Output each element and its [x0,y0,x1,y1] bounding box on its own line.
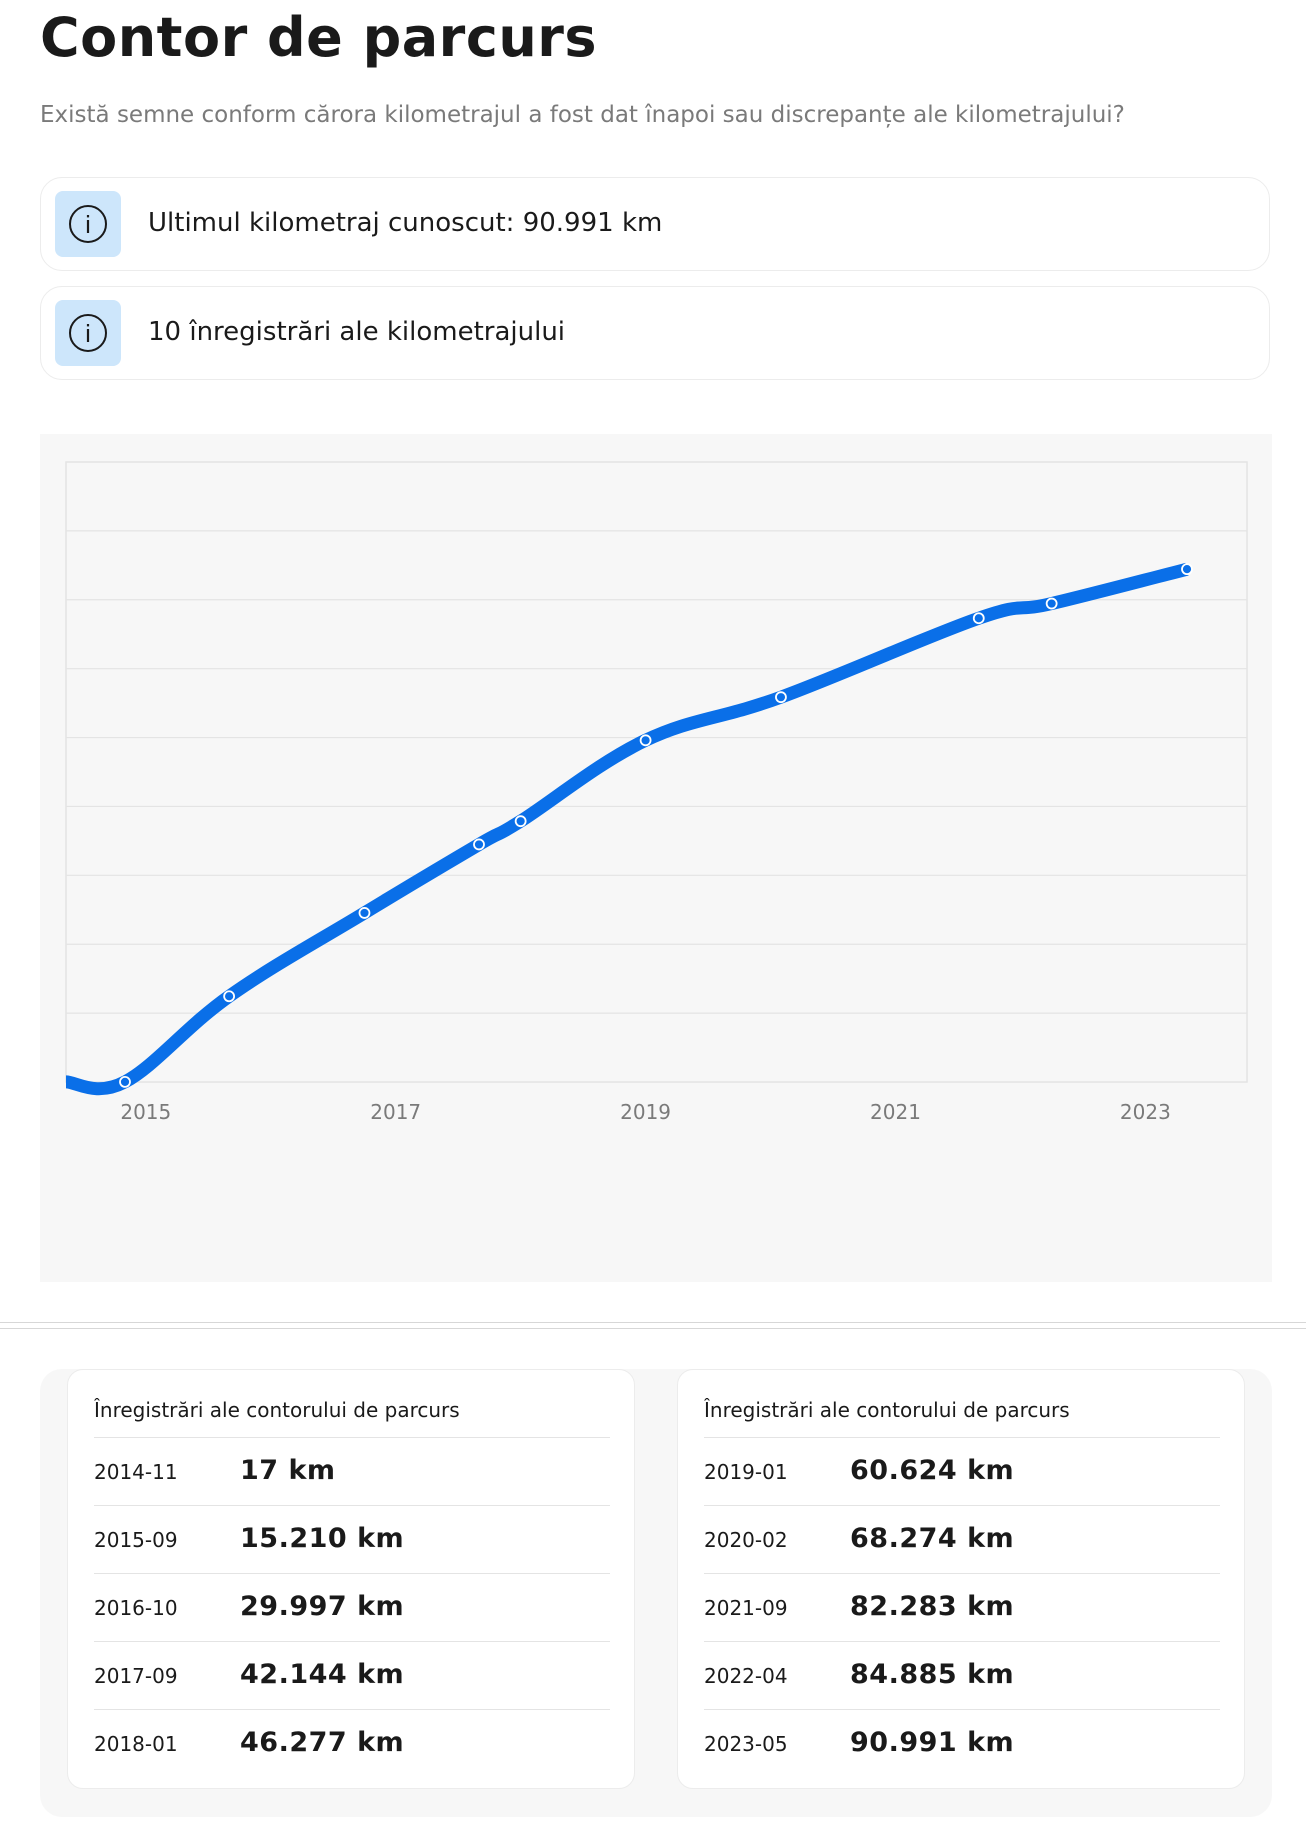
record-date: 2018-01 [94,1732,178,1756]
x-tick-label: 2015 [120,1100,171,1124]
table-row: 2023-05 90.991 km [704,1709,1220,1778]
record-km: 84.885 km [850,1659,1015,1690]
records-card-right: Înregistrări ale contorului de parcurs 2… [677,1369,1245,1789]
data-point[interactable] [1045,597,1058,610]
plot-frame [65,461,1248,1083]
data-point[interactable] [972,612,985,625]
x-tick-label: 2019 [620,1100,671,1124]
table-row: 2020-02 68.274 km [704,1505,1220,1574]
record-date: 2022-04 [704,1664,788,1688]
data-point[interactable] [1181,563,1193,576]
record-km: 68.274 km [850,1523,1015,1554]
table-row: 2018-01 46.277 km [94,1709,610,1778]
record-date: 2020-02 [704,1528,788,1552]
table-row: 2017-09 42.144 km [94,1641,610,1710]
data-point[interactable] [473,838,485,851]
last-mileage-text: Ultimul kilometraj cunoscut: 90.991 km [148,208,663,238]
record-date: 2021-09 [704,1596,788,1620]
table-row: 2014-11 17 km [94,1437,610,1506]
record-date: 2019-01 [704,1460,788,1484]
data-point[interactable] [775,691,787,704]
record-date: 2023-05 [704,1732,788,1756]
record-km: 17 km [240,1455,336,1486]
table-row: 2015-09 15.210 km [94,1505,610,1574]
mileage-chart-svg: 2015 2017 2019 2021 2023 [65,461,1248,1124]
records-count-text: 10 înregistrări ale kilometrajului [148,317,566,347]
records-heading: Înregistrări ale contorului de parcurs [704,1398,1070,1422]
info-icon [55,191,121,257]
table-row: 2022-04 84.885 km [704,1641,1220,1710]
mileage-chart: 2015 2017 2019 2021 2023 [40,434,1272,1282]
record-km: 82.283 km [850,1591,1015,1622]
record-date: 2014-11 [94,1460,178,1484]
data-point[interactable] [639,734,652,747]
records-heading: Înregistrări ale contorului de parcurs [94,1398,460,1422]
data-point[interactable] [223,990,236,1003]
record-km: 42.144 km [240,1659,405,1690]
records-count-card: 10 înregistrări ale kilometrajului [40,286,1270,380]
page-subtitle: Există semne conform cărora kilometrajul… [40,102,1125,128]
record-date: 2016-10 [94,1596,178,1620]
record-date: 2015-09 [94,1528,178,1552]
table-row: 2016-10 29.997 km [94,1573,610,1642]
x-tick-label: 2021 [870,1100,921,1124]
info-icon [55,300,121,366]
table-row: 2019-01 60.624 km [704,1437,1220,1506]
table-row: 2021-09 82.283 km [704,1573,1220,1642]
x-tick-label: 2023 [1120,1100,1171,1124]
record-km: 46.277 km [240,1727,405,1758]
section-divider [0,1322,1306,1323]
x-tick-label: 2017 [370,1100,421,1124]
data-point[interactable] [119,1076,131,1088]
last-mileage-card: Ultimul kilometraj cunoscut: 90.991 km [40,177,1270,271]
data-point[interactable] [358,907,371,919]
section-divider [0,1328,1306,1329]
record-date: 2017-09 [94,1664,178,1688]
data-point[interactable] [514,815,527,828]
mileage-line [65,562,1189,1096]
page-title: Contor de parcurs [40,6,598,69]
record-km: 90.991 km [850,1727,1015,1758]
record-km: 29.997 km [240,1591,405,1622]
records-card-left: Înregistrări ale contorului de parcurs 2… [67,1369,635,1789]
record-km: 15.210 km [240,1523,405,1554]
record-km: 60.624 km [850,1455,1015,1486]
